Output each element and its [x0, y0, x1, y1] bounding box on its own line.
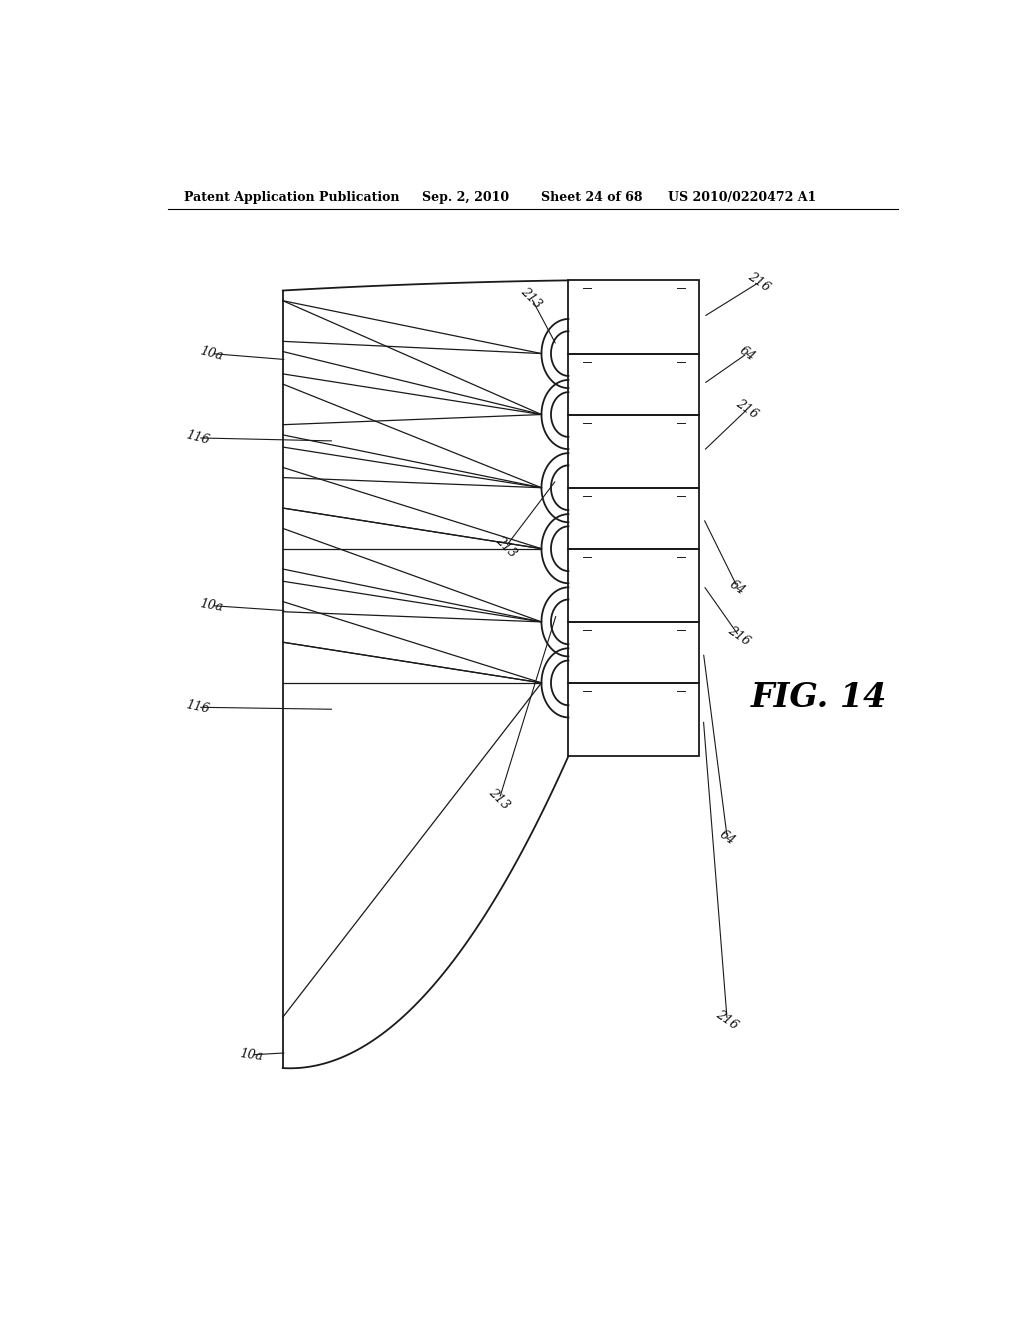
Bar — [568, 622, 699, 682]
Text: US 2010/0220472 A1: US 2010/0220472 A1 — [668, 190, 816, 203]
Bar — [568, 682, 699, 756]
Text: 116: 116 — [184, 429, 211, 447]
Text: 216: 216 — [726, 624, 753, 648]
Text: 64: 64 — [736, 343, 758, 363]
Text: 64: 64 — [717, 828, 737, 847]
Bar — [568, 414, 699, 487]
Text: 116: 116 — [184, 698, 211, 717]
Text: 64: 64 — [727, 577, 748, 597]
Text: 10a: 10a — [199, 597, 224, 614]
Text: 216: 216 — [745, 271, 772, 294]
Bar — [568, 354, 699, 414]
Text: Patent Application Publication: Patent Application Publication — [183, 190, 399, 203]
Text: Sheet 24 of 68: Sheet 24 of 68 — [541, 190, 642, 203]
Bar — [568, 280, 699, 354]
Bar — [568, 549, 699, 622]
Bar — [568, 487, 699, 549]
Text: 216: 216 — [714, 1008, 740, 1032]
Text: 213: 213 — [518, 285, 544, 310]
Text: FIG. 14: FIG. 14 — [751, 681, 888, 714]
Text: 216: 216 — [733, 397, 761, 421]
Text: 10a: 10a — [199, 345, 224, 363]
Text: 10a: 10a — [239, 1047, 263, 1063]
Text: 213: 213 — [486, 785, 512, 812]
Text: 213: 213 — [493, 533, 519, 560]
Text: Sep. 2, 2010: Sep. 2, 2010 — [422, 190, 509, 203]
